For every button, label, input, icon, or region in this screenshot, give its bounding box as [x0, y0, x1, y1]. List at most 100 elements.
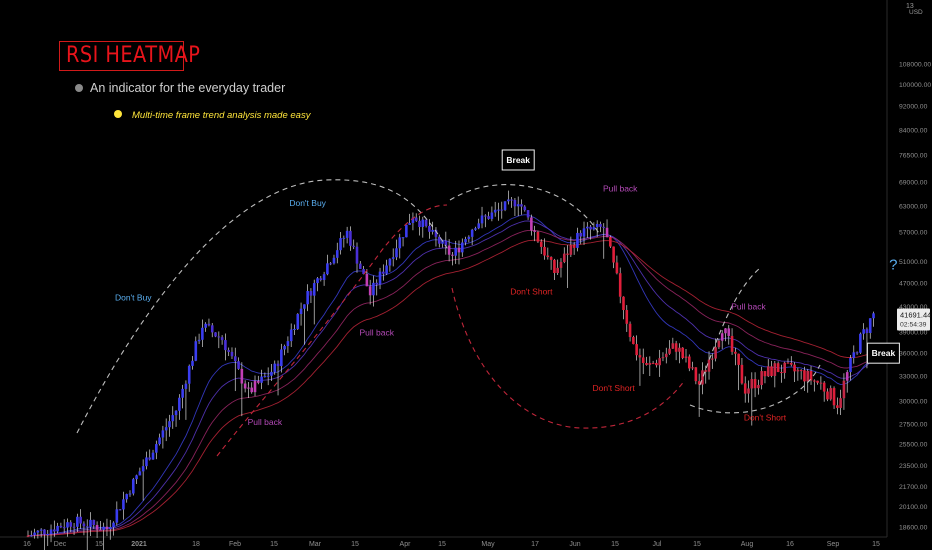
candle-body	[102, 526, 105, 530]
arc-bottom	[451, 287, 686, 429]
candle-body	[717, 340, 721, 348]
time-axis[interactable]: 16 Dec 15 2021 18 Feb 15 Mar 15 Apr 15 May 17 Jun 15 Ju…	[0, 536, 887, 548]
price-tick-label: 47000.00	[899, 280, 928, 287]
candle-body	[237, 361, 240, 369]
question-mark-blue: ?	[889, 256, 897, 273]
candle-body	[668, 348, 671, 354]
candle-body	[276, 363, 280, 367]
candle-body	[855, 352, 859, 354]
candle-body	[345, 230, 349, 238]
candle-body	[36, 530, 40, 533]
candle-body	[865, 329, 869, 333]
time-tick-label: 15	[438, 541, 446, 548]
candle-body	[602, 226, 606, 228]
candle-body	[763, 371, 767, 377]
candle-body	[559, 261, 563, 268]
candle-body	[714, 347, 717, 359]
candle-body	[556, 267, 559, 273]
candle-body	[789, 362, 793, 365]
candle-body	[859, 333, 862, 353]
candle-body	[408, 222, 411, 225]
candle-body	[507, 199, 510, 202]
candle-body	[431, 229, 434, 232]
price-tick-label: 76500.00	[899, 152, 928, 159]
candle-body	[783, 362, 786, 373]
candle-body	[447, 245, 451, 255]
candle-body	[487, 216, 490, 219]
candle-body	[684, 356, 688, 358]
candle-body	[329, 263, 332, 265]
price-tick-label: 51000.00	[899, 259, 928, 266]
trend-arcs	[76, 179, 821, 457]
price-tick-label: 30000.00	[899, 399, 928, 406]
candle-body	[747, 388, 750, 394]
time-tick-label: Mar	[309, 541, 322, 548]
price-tick-label: 43000.00	[899, 304, 928, 311]
candle-body	[753, 379, 757, 389]
candle-body	[707, 359, 711, 372]
candle-body	[434, 229, 438, 237]
title-box	[59, 41, 184, 71]
price-tick-label: 33000.00	[899, 374, 928, 381]
candle-body	[539, 241, 543, 247]
candle-body	[740, 364, 744, 384]
candle-body	[382, 271, 385, 274]
annotation-pull-back-4: Pull back	[731, 301, 766, 311]
candle-body	[806, 370, 810, 382]
candle-body	[76, 516, 79, 527]
candle-body	[372, 282, 375, 296]
candle-body	[171, 415, 175, 422]
candle-body	[500, 209, 504, 211]
price-tick-label: 20100.00	[899, 504, 928, 511]
moving-average-ribbon	[28, 214, 874, 537]
candle-body	[671, 343, 675, 349]
candle-body	[296, 314, 300, 329]
candle-body	[809, 370, 813, 381]
candle-body	[664, 353, 668, 358]
candle-body	[385, 265, 388, 274]
candle-body	[799, 370, 803, 372]
candle-body	[615, 262, 619, 274]
candle-body	[286, 341, 290, 347]
price-tick-label: 100000.00	[899, 82, 931, 89]
candle-body	[711, 358, 714, 360]
candle-body	[204, 323, 207, 328]
candle-body	[842, 380, 846, 399]
candle-body	[766, 366, 770, 377]
break-label-right: Break	[866, 342, 900, 364]
candle-body	[862, 329, 865, 334]
candle-body	[220, 337, 224, 341]
candle-body	[217, 336, 221, 338]
candle-body	[95, 524, 99, 530]
candle-body	[270, 371, 273, 376]
candle-body	[641, 357, 645, 364]
price-tick-label: 63000.00	[899, 203, 928, 210]
candle-body	[526, 210, 530, 218]
candle-body	[628, 323, 632, 338]
candle-body	[493, 209, 497, 213]
price-tick-label: 25500.00	[899, 441, 928, 448]
candle-body	[464, 239, 467, 243]
candle-body	[661, 357, 665, 359]
candle-body	[289, 329, 293, 342]
candle-body	[421, 219, 425, 228]
candle-body	[214, 332, 217, 337]
candle-body	[125, 494, 128, 500]
candle-body	[418, 220, 421, 228]
price-tick-label: 27500.00	[899, 422, 928, 429]
candle-body	[293, 328, 296, 330]
candle-body	[151, 452, 155, 460]
candle-body	[803, 370, 806, 382]
candle-body	[635, 344, 638, 356]
candle-body	[451, 254, 454, 256]
time-tick-label: Jul	[653, 541, 662, 548]
candle-body	[516, 204, 520, 207]
candle-body	[194, 341, 198, 361]
candle-body	[645, 363, 648, 365]
candle-body	[562, 253, 566, 262]
price-tick-label: 92000.00	[899, 104, 928, 111]
candle-body	[388, 258, 392, 266]
candle-body	[283, 346, 286, 350]
